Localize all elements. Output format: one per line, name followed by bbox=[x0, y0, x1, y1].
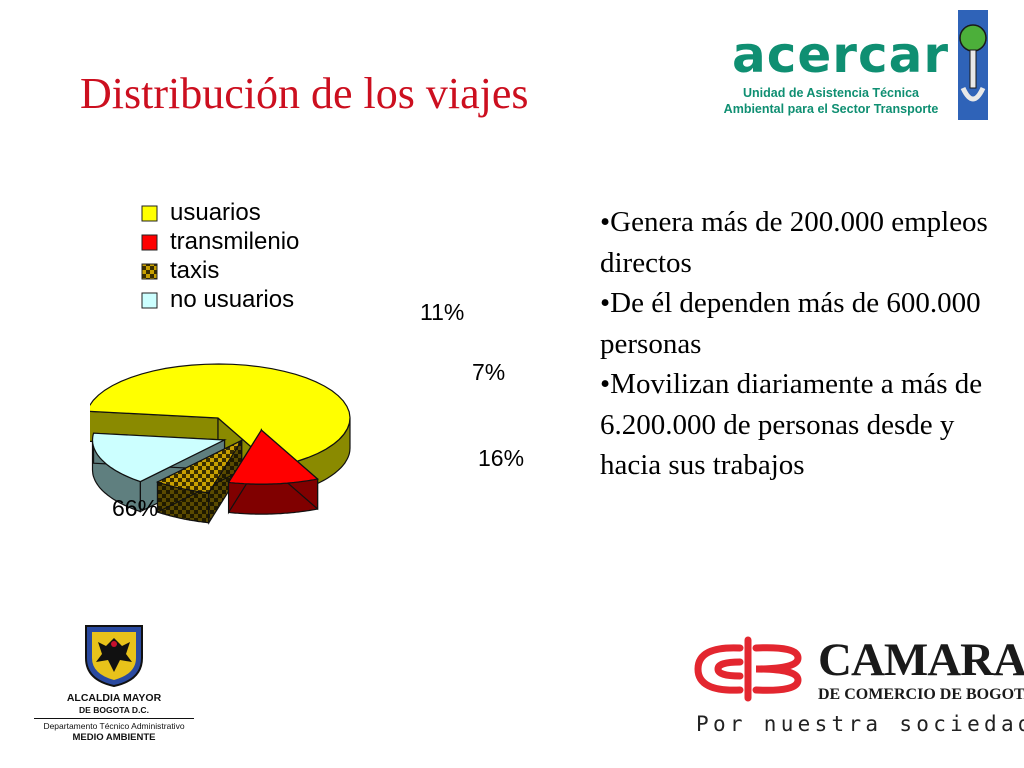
slice-label-taxis: 7% bbox=[472, 359, 505, 385]
acercar-subtitle-line1: Unidad de Asistencia Técnica bbox=[743, 86, 919, 100]
acercar-subtitle-line2: Ambiental para el Sector Transporte bbox=[723, 102, 939, 116]
camara-slogan: Por nuestra sociedad bbox=[696, 712, 1024, 736]
bullet-item-1: •Genera más de 200.000 empleos directos bbox=[600, 206, 988, 279]
acercar-wordmark: acercar bbox=[732, 26, 949, 84]
alcaldia-logo: ALCALDIA MAYOR DE BOGOTA D.C. Departamen… bbox=[26, 620, 202, 748]
alcaldia-divider bbox=[34, 718, 194, 719]
bullet-item-2: •De él dependen más de 600.000 personas bbox=[600, 287, 981, 360]
camara-subtitle: DE COMERCIO DE BOGOTA bbox=[818, 686, 1024, 703]
legend-label-usuarios: usuarios bbox=[170, 199, 261, 226]
alcaldia-line1: ALCALDIA MAYOR bbox=[66, 692, 162, 704]
legend-swatch-usuarios bbox=[141, 205, 158, 222]
camara-wordmark: CAMARA bbox=[818, 634, 1024, 686]
legend-swatch-transmilenio bbox=[141, 234, 158, 251]
legend-swatch-no-usuarios bbox=[141, 292, 158, 309]
slide-title: Distribución de los viajes bbox=[80, 69, 529, 118]
slice-label-usuarios: 66% bbox=[112, 495, 158, 521]
acercar-tree-icon bbox=[958, 10, 988, 120]
bogota-shield-icon bbox=[85, 625, 143, 688]
alcaldia-line2: DE BOGOTA D.C. bbox=[79, 705, 149, 715]
legend-label-taxis: taxis bbox=[170, 257, 219, 284]
alcaldia-line4: MEDIO AMBIENTE bbox=[72, 732, 156, 743]
trip-distribution-chart: usuarios transmilenio taxis no usuarios 66%… bbox=[86, 190, 550, 530]
legend-label-no-usuarios: no usuarios bbox=[170, 286, 294, 313]
bullet-item-3: •Movilizan diariamente a más de 6.200.00… bbox=[600, 368, 983, 481]
legend-swatch-taxis bbox=[141, 263, 158, 280]
legend-label-transmilenio: transmilenio bbox=[170, 228, 299, 255]
camara-logo: CAMARA DE COMERCIO DE BOGOTA Por nuestra… bbox=[690, 630, 1024, 740]
acercar-logo: acercar Unidad de Asistencia Técnica Amb… bbox=[706, 10, 988, 122]
pie-slice-taxis bbox=[155, 438, 244, 525]
alcaldia-line3: Departamento Técnico Administrativo bbox=[43, 721, 185, 731]
slice-label-no-usuarios: 16% bbox=[478, 445, 524, 471]
slice-label-transmilenio: 11% bbox=[420, 299, 464, 325]
bullet-list: •Genera más de 200.000 empleos directos … bbox=[600, 202, 1000, 486]
camara-emblem-icon bbox=[694, 636, 802, 702]
pie-slice-transmilenio bbox=[227, 428, 319, 515]
